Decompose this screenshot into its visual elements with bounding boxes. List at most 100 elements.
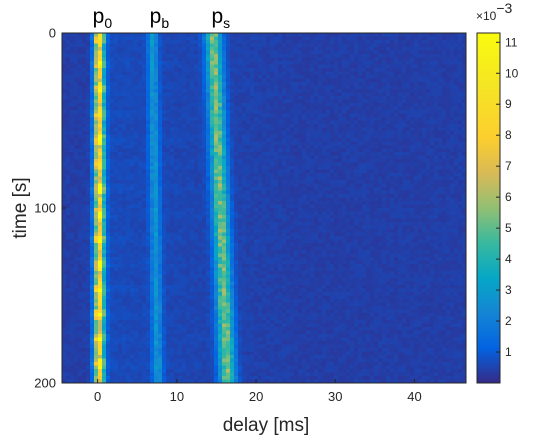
heatmap-cell — [218, 120, 223, 125]
heatmap-cell — [374, 134, 379, 139]
heatmap-cell — [74, 50, 79, 55]
heatmap-cell — [126, 47, 131, 52]
heatmap-cell — [370, 134, 375, 139]
heatmap-cell — [170, 47, 175, 52]
heatmap-cell — [178, 141, 183, 146]
heatmap-cell — [398, 54, 403, 59]
heatmap-cell — [86, 141, 91, 146]
heatmap-cell — [322, 131, 327, 136]
heatmap-cell — [190, 78, 195, 83]
heatmap-cell — [178, 117, 183, 122]
heatmap-cell — [146, 96, 151, 101]
heatmap-cell — [126, 54, 131, 59]
heatmap-cell — [98, 47, 103, 52]
heatmap-cell — [378, 57, 383, 62]
heatmap-cell — [130, 99, 135, 104]
heatmap-cell — [426, 162, 431, 167]
heatmap-cell — [394, 201, 399, 206]
heatmap-cell — [422, 183, 427, 188]
heatmap-cell — [230, 173, 235, 178]
heatmap-cell — [70, 47, 75, 52]
heatmap-cell — [246, 75, 251, 80]
heatmap-cell — [390, 155, 395, 160]
heatmap-cell — [446, 124, 451, 129]
heatmap-cell — [114, 50, 119, 55]
heatmap-cell — [214, 183, 219, 188]
heatmap-cell — [314, 134, 319, 139]
heatmap-cell — [242, 120, 247, 125]
heatmap-cell — [282, 197, 287, 202]
heatmap-cell — [194, 152, 199, 157]
heatmap-cell — [142, 64, 147, 69]
heatmap-cell — [178, 180, 183, 185]
heatmap-cell — [358, 110, 363, 115]
heatmap-cell — [298, 117, 303, 122]
heatmap-cell — [62, 124, 67, 129]
heatmap-cell — [66, 33, 71, 38]
heatmap-cell — [422, 33, 427, 38]
heatmap-cell — [410, 152, 415, 157]
heatmap-cell — [190, 117, 195, 122]
heatmap-cell — [66, 96, 71, 101]
heatmap-cell — [434, 43, 439, 48]
heatmap-cell — [202, 127, 207, 132]
heatmap-cell — [218, 47, 223, 52]
heatmap-cell — [62, 145, 67, 150]
heatmap-cell — [150, 145, 155, 150]
heatmap-cell — [102, 183, 107, 188]
heatmap-cell — [454, 169, 459, 174]
heatmap-cell — [114, 169, 119, 174]
heatmap-cell — [410, 169, 415, 174]
heatmap-cell — [334, 180, 339, 185]
heatmap-cell — [250, 176, 255, 181]
heatmap-cell — [378, 127, 383, 132]
heatmap-cell — [438, 131, 443, 136]
heatmap-cell — [278, 141, 283, 146]
heatmap-cell — [146, 103, 151, 108]
heatmap-cell — [78, 180, 83, 185]
heatmap-cell — [266, 106, 271, 111]
heatmap-cell — [202, 61, 207, 66]
heatmap-cell — [142, 117, 147, 122]
heatmap-cell — [402, 40, 407, 45]
heatmap-cell — [390, 99, 395, 104]
heatmap-cell — [70, 148, 75, 153]
heatmap-cell — [310, 92, 315, 97]
heatmap-cell — [274, 75, 279, 80]
heatmap-cell — [454, 166, 459, 171]
heatmap-cell — [294, 180, 299, 185]
heatmap-cell — [430, 120, 435, 125]
heatmap-cell — [166, 61, 171, 66]
heatmap-cell — [402, 169, 407, 174]
heatmap-cell — [394, 176, 399, 181]
heatmap-cell — [122, 103, 127, 108]
heatmap-cell — [346, 113, 351, 118]
heatmap-cell — [386, 113, 391, 118]
heatmap-cell — [254, 54, 259, 59]
heatmap-cell — [190, 92, 195, 97]
heatmap-cell — [90, 36, 95, 41]
heatmap-cell — [194, 103, 199, 108]
heatmap-cell — [82, 152, 87, 157]
heatmap-cell — [362, 183, 367, 188]
heatmap-cell — [406, 92, 411, 97]
heatmap-cell — [290, 124, 295, 129]
heatmap-cell — [226, 131, 231, 136]
heatmap-cell — [398, 106, 403, 111]
heatmap-cell — [362, 50, 367, 55]
heatmap-cell — [190, 145, 195, 150]
heatmap-cell — [398, 148, 403, 153]
heatmap-cell — [374, 40, 379, 45]
heatmap-cell — [126, 204, 131, 209]
heatmap-cell — [370, 64, 375, 69]
heatmap-cell — [422, 176, 427, 181]
heatmap-cell — [206, 99, 211, 104]
heatmap-cell — [370, 92, 375, 97]
heatmap-cell — [254, 33, 259, 38]
heatmap-cell — [162, 159, 167, 164]
heatmap-cell — [274, 110, 279, 115]
heatmap-cell — [194, 85, 199, 90]
heatmap-cell — [326, 162, 331, 167]
heatmap-cell — [362, 33, 367, 38]
heatmap-cell — [266, 176, 271, 181]
